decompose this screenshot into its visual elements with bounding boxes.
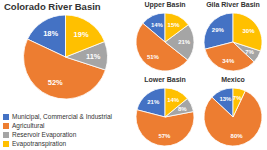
svg-text:19%: 19% xyxy=(74,30,89,39)
svg-text:18%: 18% xyxy=(43,29,58,38)
html-text:Lower Basin: Lower Basin xyxy=(144,76,186,83)
svg-text:8%: 8% xyxy=(178,106,187,112)
svg-text:14%: 14% xyxy=(167,97,180,103)
html-text:Colorado River Basin: Colorado River Basin xyxy=(4,1,101,12)
svg-text:14%: 14% xyxy=(151,22,164,28)
svg-text:52%: 52% xyxy=(48,78,63,87)
html-text:Upper Basin: Upper Basin xyxy=(144,1,186,8)
svg-text:21%: 21% xyxy=(178,39,191,45)
html-text:Gila River Basin: Gila River Basin xyxy=(206,1,260,8)
svg-text:15%: 15% xyxy=(168,22,181,28)
svg-text:11%: 11% xyxy=(86,52,101,61)
svg-text:34%: 34% xyxy=(222,58,235,64)
svg-text:80%: 80% xyxy=(231,133,244,139)
svg-text:13%: 13% xyxy=(219,96,232,102)
html-text:Mexico: Mexico xyxy=(221,76,245,83)
svg-text:57%: 57% xyxy=(158,133,171,139)
html-text:Municipal, Commercial & Indust: Municipal, Commercial & Industrial xyxy=(12,113,113,120)
svg-text:7%: 7% xyxy=(245,49,254,55)
svg-text:51%: 51% xyxy=(147,54,160,60)
html-text:Agricultural: Agricultural xyxy=(12,122,45,129)
svg-text:30%: 30% xyxy=(242,28,255,34)
svg-text:7%: 7% xyxy=(233,95,242,101)
html-text:Reservoir Evaporation: Reservoir Evaporation xyxy=(12,131,77,138)
svg-text:29%: 29% xyxy=(212,27,225,33)
svg-text:21%: 21% xyxy=(147,99,160,105)
html-text:Evapotranspiration: Evapotranspiration xyxy=(12,140,67,147)
